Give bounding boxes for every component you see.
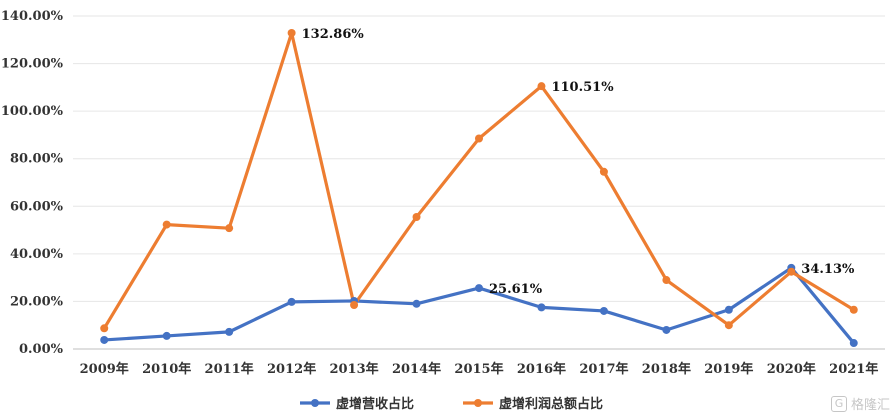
y-tick-label: 140.00% [1,9,64,24]
data-point [599,306,608,315]
y-tick-label: 100.00% [1,104,64,119]
data-point [100,324,109,333]
x-tick-label: 2014年 [392,361,441,377]
data-point [724,321,733,330]
data-point [287,297,296,306]
series-lines [102,31,856,345]
data-point [537,303,546,312]
y-tick-label: 40.00% [10,247,64,262]
x-tick-label: 2009年 [80,361,129,377]
legend-label: 虚增营收占比 [336,396,414,412]
x-axis: 2009年 2010年 2011年 2012年 2013年 2014年 2015年 2016年… [80,361,879,377]
series-line-0 [102,266,856,345]
watermark-text: 格隆汇 [850,398,890,413]
data-point [225,224,234,233]
x-tick-label: 2011年 [205,361,254,377]
data-label: 25.61% [489,282,543,297]
data-labels: 132.86% 110.51% 25.61% 34.13% [302,27,855,297]
data-point [350,300,359,309]
x-tick-label: 2021年 [829,361,878,377]
x-tick-label: 2012年 [267,361,316,377]
y-tick-label: 120.00% [1,57,64,72]
y-tick-label: 60.00% [10,199,64,214]
data-point [162,220,171,229]
x-tick-label: 2017年 [579,361,628,377]
legend: 虚增营收占比 虚增利润总额占比 [300,396,603,412]
data-label: 110.51% [551,80,614,95]
series-line-1 [102,31,856,330]
data-point [662,276,671,285]
legend-marker [474,399,482,407]
data-label: 132.86% [302,27,365,42]
y-tick-label: 20.00% [10,294,64,309]
x-tick-label: 2013年 [329,361,378,377]
x-tick-label: 2019年 [704,361,753,377]
x-tick-label: 2020年 [767,361,816,377]
x-tick-label: 2010年 [142,361,191,377]
data-point [849,339,858,348]
data-point [162,331,171,340]
legend-marker [311,399,319,407]
data-point [287,28,296,37]
data-point [412,299,421,308]
data-point [475,284,483,293]
data-point [787,267,796,276]
series-points [100,28,858,348]
watermark-logo-icon: G [830,395,847,412]
data-point [100,335,109,344]
gridlines [73,15,885,350]
data-point [724,305,733,314]
data-point [599,167,608,176]
x-tick-label: 2015年 [454,361,503,377]
x-tick-label: 2016年 [517,361,566,377]
data-point [225,327,234,336]
watermark: G 格隆汇 [830,394,890,413]
data-point [662,325,671,334]
data-label: 34.13% [801,262,855,277]
x-tick-label: 2018年 [642,361,691,377]
data-point [849,305,858,314]
y-tick-label: 0.00% [19,342,64,357]
y-tick-label: 80.00% [10,152,64,167]
data-point [475,134,483,143]
legend-label: 虚增利润总额占比 [499,396,603,412]
y-axis: 0.00% 20.00% 40.00% 60.00% 80.00% 100.00% 120.… [1,9,64,357]
data-point [412,212,421,221]
data-point [537,82,546,91]
